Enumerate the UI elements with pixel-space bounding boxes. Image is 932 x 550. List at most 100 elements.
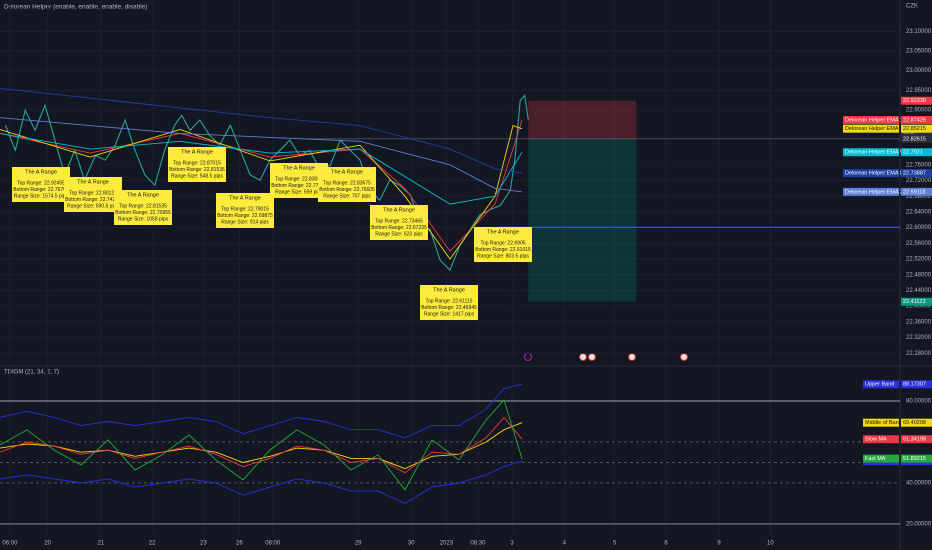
series-name-label-bg <box>843 187 899 196</box>
y-tick-label: 22.90000 <box>906 107 932 113</box>
annotation-line: Bottom Range: 22.76700 <box>13 187 69 193</box>
series-value-label-bg <box>901 454 932 463</box>
x-tick-label: 10 <box>767 541 774 547</box>
x-tick-label: 22 <box>149 541 156 547</box>
indicator-line <box>0 460 523 504</box>
y-tick-label: 22.40000 <box>906 304 932 310</box>
y-tick-label: 22.48000 <box>906 272 932 278</box>
annotation-line: Bottom Range: 22.69875 <box>217 213 273 219</box>
y-tick-label: 22.68000 <box>906 194 932 200</box>
stop-zone <box>528 100 637 139</box>
series-value-label-bg <box>901 148 932 157</box>
y-tick-label: 22.52000 <box>906 257 932 263</box>
series-name-label: Slow MA <box>865 437 887 443</box>
x-tick-label: 6 <box>664 541 668 547</box>
annotation-box <box>168 147 226 182</box>
x-tick-label: 21 <box>97 541 104 547</box>
series-name-label: Delorean Helper:EMA 5 <box>845 126 903 132</box>
y-tick-label: 80.00000 <box>906 399 932 405</box>
series-name-label-bg <box>843 169 899 178</box>
y-tick-label: 22.60000 <box>906 225 932 231</box>
annotation-line: Top Range: 22.92455 <box>17 180 65 186</box>
series-name-label: Delorean Helper:EMA 50 <box>845 150 906 156</box>
y-tick-label: 40.00000 <box>906 481 932 487</box>
annotation-line: Range Size: 590.5 pips <box>67 203 119 209</box>
y-tick-label: 22.56000 <box>906 241 932 247</box>
series-name-label: Delorean Helper:EMA 200 <box>845 189 909 195</box>
indicator-header: Delorean Helper (enable, enable, enable,… <box>4 4 147 11</box>
x-tick-label: 08:00 <box>265 541 281 547</box>
series-value-label: 61.34198 <box>903 437 926 443</box>
annotation-line: Range Size: 1058 pips <box>118 216 169 222</box>
series-name-label-bg <box>843 115 899 124</box>
annotation-title: The A Range <box>77 179 109 185</box>
y-tick-label: 20.00000 <box>906 522 932 528</box>
x-tick-label: 4 <box>563 541 567 547</box>
y-tick-label: 22.72000 <box>906 178 932 184</box>
indicator-line <box>0 399 523 491</box>
annotation-line: Range Size: 1417 pips <box>424 311 475 317</box>
annotation-line: Range Size: 707 pips <box>323 193 371 199</box>
annotation-line: Top Range: 22.6905 <box>480 240 525 246</box>
series-name-label: Middle of Bands <box>865 420 905 426</box>
event-icon <box>680 353 688 361</box>
series-value-label-bg <box>901 124 932 133</box>
series-value-label-bg <box>901 169 932 178</box>
y-tick-label: 23.00000 <box>906 68 932 74</box>
currency: CZK <box>906 4 918 10</box>
event-icon <box>628 353 636 361</box>
annotation-line: Top Range: 22.79015 <box>221 206 269 212</box>
entry-label: 22.82615 <box>903 136 926 142</box>
annotation-box <box>114 190 172 225</box>
annotation-title: The A Range <box>229 195 261 201</box>
annotation-title: The A Range <box>25 169 57 175</box>
annotation-box <box>420 285 478 320</box>
annotation-title: The A Range <box>283 165 315 171</box>
annotation-line: Bottom Range: 22.77505 <box>271 183 327 189</box>
x-tick-label: 2023 <box>440 541 454 547</box>
pane-title: TDIGM (21, 34, 2, 7) <box>4 370 59 376</box>
stop-label: 22.92330 <box>903 98 926 104</box>
target-label: 22.41123 <box>903 299 926 305</box>
annotation-line: Range Size: 803.5 pips <box>477 253 529 259</box>
series-value-label: 22.7921 <box>903 150 923 156</box>
annotation-line: Top Range: 22.87015 <box>173 160 221 166</box>
y-tick-label: 22.32000 <box>906 335 932 341</box>
ema-line <box>0 125 523 260</box>
event-icons <box>524 353 688 361</box>
y-tick-label: 22.36000 <box>906 319 932 325</box>
series-value-label: 22.69118 <box>903 189 926 195</box>
annotation-box <box>216 193 274 228</box>
x-tick-label: 26 <box>236 541 243 547</box>
price-line <box>4 94 529 271</box>
annotation-line: Range Size: 1574.5 pips <box>14 193 69 199</box>
y-tick-label: 22.76000 <box>906 162 932 168</box>
annotation-line: Bottom Range: 22.81535 <box>169 167 225 173</box>
series-name-label-bg <box>843 124 899 133</box>
series-value-label-bg <box>901 435 932 444</box>
y-tick-label: 22.44000 <box>906 288 932 294</box>
annotation-line: Top Range: 22.83095 <box>275 176 323 182</box>
series-name-label-bg <box>843 148 899 157</box>
x-tick-label: 20 <box>44 541 51 547</box>
series-value-label: 88.17307 <box>903 382 926 388</box>
ema-line <box>0 132 523 205</box>
ema-line <box>0 87 523 174</box>
indicator-line <box>0 422 523 470</box>
event-icon <box>588 353 596 361</box>
x-tick-label: 30 <box>408 541 415 547</box>
series-value-label-bg <box>901 115 932 124</box>
annotation-line: Bottom Range: 22.70955 <box>115 210 171 216</box>
annotation-line: Top Range: 22.80125 <box>69 190 117 196</box>
series-name-label: Delorean Helper:EMA 13 <box>845 117 906 123</box>
annotation-box <box>64 177 122 212</box>
annotation-title: The A Range <box>127 192 159 198</box>
annotation-line: Top Range: 22.81535 <box>119 203 167 209</box>
annotation-box <box>12 167 70 202</box>
entry-label-bg <box>901 134 932 143</box>
annotation-title: The A Range <box>487 229 519 235</box>
annotation-line: Range Size: 559 pips <box>275 189 323 195</box>
annotation-line: Range Size: 548.5 pips <box>171 173 223 179</box>
annotation-title: The A Range <box>331 169 363 175</box>
annotation-line: Bottom Range: 22.61015 <box>475 247 531 253</box>
